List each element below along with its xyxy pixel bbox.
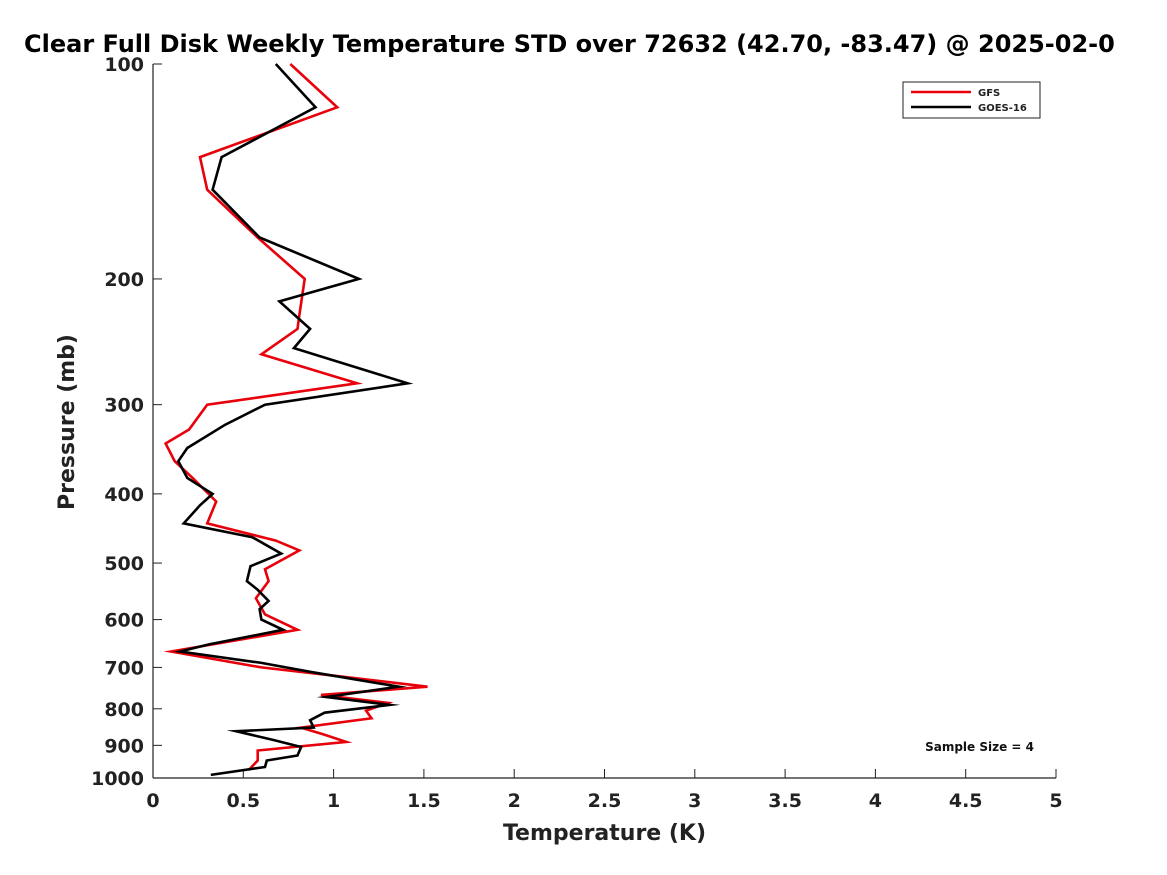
x-tick-label: 4.5 <box>949 790 983 812</box>
x-tick-label: 0 <box>146 790 159 812</box>
x-tick-label: 3 <box>688 790 701 812</box>
x-axis-label: Temperature (K) <box>503 821 706 846</box>
legend-label: GOES-16 <box>978 103 1027 114</box>
x-tick-label: 1 <box>327 790 340 812</box>
y-tick-label: 600 <box>104 610 144 632</box>
x-tick-label: 0.5 <box>226 790 260 812</box>
x-tick-label: 5 <box>1049 790 1062 812</box>
series-layer <box>163 63 428 777</box>
y-tick-label: 900 <box>104 735 144 757</box>
y-tick-label: 100 <box>104 54 144 76</box>
x-tick-label: 2.5 <box>588 790 622 812</box>
x-tick-label: 2 <box>508 790 521 812</box>
legend-label: GFS <box>978 88 1000 99</box>
series-line-goes-16 <box>173 63 414 777</box>
y-tick-label: 700 <box>104 657 144 679</box>
y-axis-label: Pressure (mb) <box>55 334 80 510</box>
y-tick-label: 1000 <box>91 768 144 790</box>
chart-title: Clear Full Disk Weekly Temperature STD o… <box>24 30 1115 58</box>
sample-size-annotation: Sample Size = 4 <box>925 740 1034 754</box>
y-tick-label: 400 <box>104 484 144 506</box>
x-tick-label: 4 <box>869 790 882 812</box>
x-tick-label: 1.5 <box>407 790 441 812</box>
axes: 0 0.5 1 1.5 2 2.5 3 3.5 4 4.5 5 100 200 300 400 500 600 7… <box>55 54 1063 846</box>
y-tick-label: 500 <box>104 553 144 575</box>
x-tick-label: 3.5 <box>768 790 802 812</box>
legend: GFS GOES-16 <box>902 81 1041 119</box>
legend-box <box>902 81 1041 119</box>
y-tick-label: 800 <box>104 699 144 721</box>
y-tick-label: 300 <box>104 395 144 417</box>
y-tick-label: 200 <box>104 269 144 291</box>
